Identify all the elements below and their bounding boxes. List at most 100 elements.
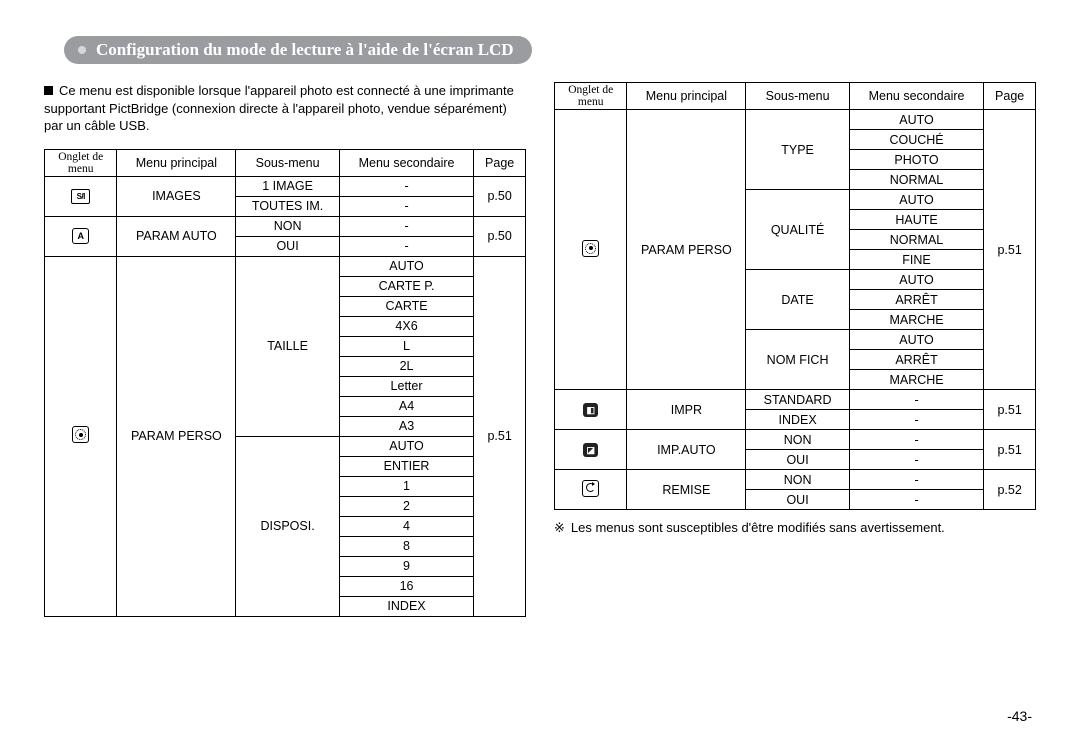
sous-menu-cell: TAILLE <box>236 256 339 436</box>
sous-menu-cell: NON <box>746 470 849 490</box>
menu-principal-cell: PARAM PERSO <box>627 110 746 390</box>
table-row: A PARAM AUTO NON - p.50 <box>45 216 526 236</box>
col-principal: Menu principal <box>117 149 236 176</box>
menu-secondaire-cell: - <box>849 430 983 450</box>
menu-secondaire-cell: AUTO <box>849 110 983 130</box>
menu-table-right: Onglet de menu Menu principal Sous-menu … <box>554 82 1036 510</box>
menu-secondaire-cell: ARRÊT <box>849 350 983 370</box>
menu-secondaire-cell: AUTO <box>339 256 473 276</box>
table-row: PARAM PERSO TYPE AUTO p.51 <box>555 110 1036 130</box>
sous-menu-cell: TYPE <box>746 110 849 190</box>
gear-icon <box>582 240 599 257</box>
sous-menu-cell: STANDARD <box>746 390 849 410</box>
menu-secondaire-cell: 4 <box>339 516 473 536</box>
menu-secondaire-cell: - <box>339 236 473 256</box>
menu-secondaire-cell: - <box>849 490 983 510</box>
menu-secondaire-cell: - <box>339 196 473 216</box>
tab-icon-cell: ◧ <box>555 390 627 430</box>
sous-menu-cell: INDEX <box>746 410 849 430</box>
page-number: -43- <box>1007 708 1032 724</box>
intro-text: Ce menu est disponible lorsque l'apparei… <box>44 83 514 133</box>
page-title-pill: Configuration du mode de lecture à l'aid… <box>64 36 532 64</box>
menu-secondaire-cell: AUTO <box>849 270 983 290</box>
menu-secondaire-cell: MARCHE <box>849 370 983 390</box>
table-row: ◪ IMP.AUTO NON - p.51 <box>555 430 1036 450</box>
sous-menu-cell: OUI <box>746 490 849 510</box>
menu-secondaire-cell: CARTE P. <box>339 276 473 296</box>
si-icon: S/I <box>71 189 90 204</box>
page-cell: p.51 <box>474 256 526 616</box>
table-header-row: Onglet de menu Menu principal Sous-menu … <box>45 149 526 176</box>
table-header-row: Onglet de menu Menu principal Sous-menu … <box>555 83 1036 110</box>
reset-icon <box>582 480 599 497</box>
sous-menu-cell: NON <box>236 216 339 236</box>
page-cell: p.50 <box>474 176 526 216</box>
a-icon: A <box>72 228 89 244</box>
page-cell: p.51 <box>984 110 1036 390</box>
col-principal: Menu principal <box>627 83 746 110</box>
menu-table-left: Onglet de menu Menu principal Sous-menu … <box>44 149 526 617</box>
sous-menu-cell: QUALITÉ <box>746 190 849 270</box>
menu-secondaire-cell: COUCHÉ <box>849 130 983 150</box>
menu-secondaire-cell: ENTIER <box>339 456 473 476</box>
menu-secondaire-cell: - <box>849 410 983 430</box>
menu-secondaire-cell: - <box>849 470 983 490</box>
table-row: REMISE NON - p.52 <box>555 470 1036 490</box>
menu-secondaire-cell: 8 <box>339 536 473 556</box>
menu-secondaire-cell: 9 <box>339 556 473 576</box>
sous-menu-cell: OUI <box>236 236 339 256</box>
menu-secondaire-cell: MARCHE <box>849 310 983 330</box>
menu-secondaire-cell: ARRÊT <box>849 290 983 310</box>
bullet-square-icon <box>44 86 53 95</box>
menu-secondaire-cell: - <box>849 450 983 470</box>
col-sous: Sous-menu <box>236 149 339 176</box>
menu-secondaire-cell: Letter <box>339 376 473 396</box>
tab-icon-cell <box>555 470 627 510</box>
menu-secondaire-cell: CARTE <box>339 296 473 316</box>
sous-menu-cell: NOM FICH <box>746 330 849 390</box>
menu-principal-cell: REMISE <box>627 470 746 510</box>
menu-secondaire-cell: AUTO <box>849 190 983 210</box>
page-cell: p.52 <box>984 470 1036 510</box>
menu-principal-cell: PARAM AUTO <box>117 216 236 256</box>
print-icon: ◧ <box>583 403 598 417</box>
intro-paragraph: Ce menu est disponible lorsque l'apparei… <box>44 82 526 135</box>
menu-secondaire-cell: A4 <box>339 396 473 416</box>
tab-icon-cell <box>555 110 627 390</box>
col-onglet: Onglet de menu <box>555 83 627 110</box>
sous-menu-cell: DATE <box>746 270 849 330</box>
menu-secondaire-cell: HAUTE <box>849 210 983 230</box>
menu-secondaire-cell: 1 <box>339 476 473 496</box>
gear-icon <box>72 426 89 443</box>
menu-secondaire-cell: - <box>339 216 473 236</box>
menu-secondaire-cell: 2 <box>339 496 473 516</box>
sous-menu-cell: OUI <box>746 450 849 470</box>
col-sous: Sous-menu <box>746 83 849 110</box>
menu-principal-cell: IMP.AUTO <box>627 430 746 470</box>
sous-menu-cell: DISPOSI. <box>236 436 339 616</box>
menu-secondaire-cell: INDEX <box>339 596 473 616</box>
col-onglet: Onglet de menu <box>45 149 117 176</box>
table-row: S/I IMAGES 1 IMAGE - p.50 <box>45 176 526 196</box>
menu-secondaire-cell: 16 <box>339 576 473 596</box>
col-secondaire: Menu secondaire <box>339 149 473 176</box>
note-mark-icon: ※ <box>554 520 565 535</box>
menu-secondaire-cell: - <box>339 176 473 196</box>
page-cell: p.51 <box>984 430 1036 470</box>
tab-icon-cell: S/I <box>45 176 117 216</box>
col-secondaire: Menu secondaire <box>849 83 983 110</box>
tab-icon-cell: ◪ <box>555 430 627 470</box>
title-dot-icon <box>78 46 86 54</box>
col-page: Page <box>984 83 1036 110</box>
sous-menu-cell: TOUTES IM. <box>236 196 339 216</box>
page-cell: p.51 <box>984 390 1036 430</box>
page-cell: p.50 <box>474 216 526 256</box>
menu-secondaire-cell: FINE <box>849 250 983 270</box>
sous-menu-cell: 1 IMAGE <box>236 176 339 196</box>
menu-secondaire-cell: NORMAL <box>849 170 983 190</box>
menu-principal-cell: IMAGES <box>117 176 236 216</box>
autoprint-icon: ◪ <box>583 443 598 457</box>
menu-secondaire-cell: 2L <box>339 356 473 376</box>
tab-icon-cell <box>45 256 117 616</box>
footnote: ※Les menus sont susceptibles d'être modi… <box>554 520 1036 536</box>
